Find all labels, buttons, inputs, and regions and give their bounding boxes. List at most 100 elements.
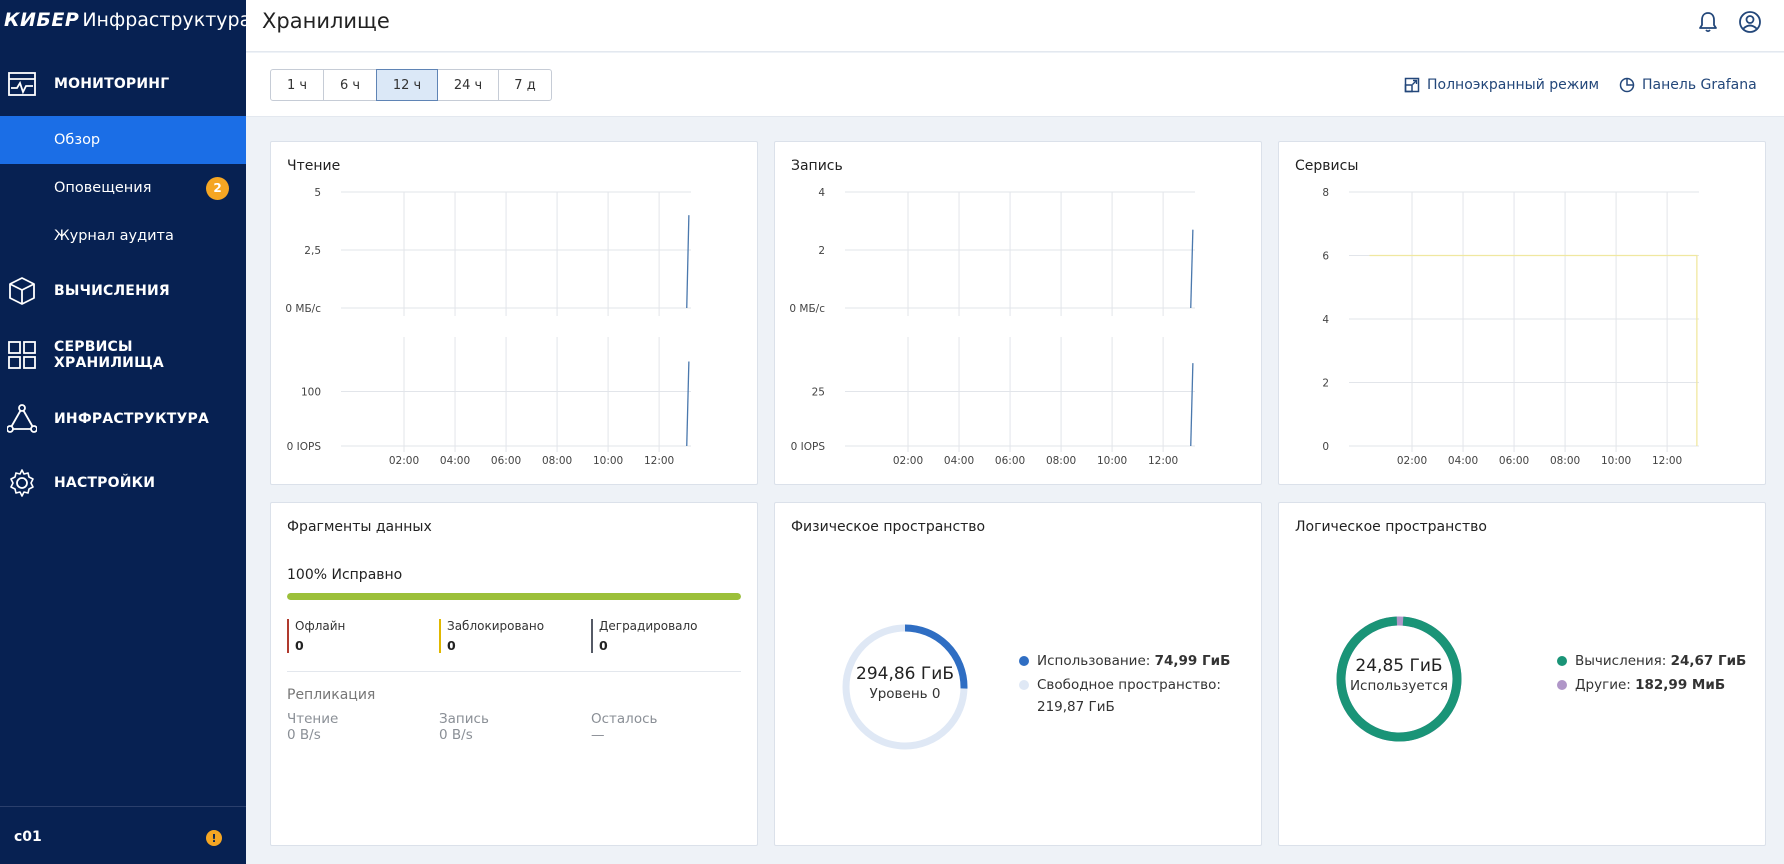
replication-remaining-label: Осталось [591,711,658,727]
nav-compute[interactable]: ВЫЧИСЛЕНИЯ [0,263,246,319]
cluster-name[interactable]: c01 [14,829,42,845]
read-x-tick: 04:00 [440,455,470,467]
stat-degraded: Деградировало 0 [591,619,698,653]
legend-used-value: 74,99 ГиБ [1154,653,1231,669]
legend-other-value: 182,99 МиБ [1635,677,1726,693]
write-top-series-line [1190,229,1194,309]
range-7d-button[interactable]: 7 д [498,69,552,101]
legend-other-label: Другие: [1575,677,1631,693]
sidebar-item-alerts[interactable]: Оповещения 2 [0,164,246,212]
nav-compute-label: ВЫЧИСЛЕНИЯ [54,283,170,299]
read-bottom-y-tick: 0 IOPS [287,441,322,453]
services-x-tick: 12:00 [1652,455,1682,467]
sidebar-item-label: Обзор [54,132,101,148]
sidebar-item-overview[interactable]: Обзор [0,116,246,164]
services-x-tick: 08:00 [1550,455,1580,467]
grafana-link[interactable]: Панель Grafana [1619,75,1757,95]
legend-used-dot [1019,656,1029,666]
physical-tier: Уровень 0 [869,686,941,702]
nav-monitoring[interactable]: МОНИТОРИНГ [0,56,246,112]
services-x-tick: 04:00 [1448,455,1478,467]
read-top-series-line [686,215,690,309]
legend-compute-dot [1557,656,1567,666]
nav-infrastructure[interactable]: ИНФРАСТРУКТУРА [0,391,246,447]
legend-compute-value: 24,67 ГиБ [1670,653,1747,669]
page-title: Хранилище [262,9,390,33]
fragments-card-title: Фрагменты данных [287,519,432,535]
legend-other-dot [1557,680,1567,690]
network-triangle-icon [7,404,37,433]
fragments-health-status: 100% Исправно [287,567,402,583]
nav-settings-label: НАСТРОЙКИ [54,475,156,491]
write-bottom-y-tick: 0 IOPS [791,441,826,453]
nav-storage-services[interactable]: СЕРВИСЫ ХРАНИЛИЩА [0,327,246,383]
range-1h-button[interactable]: 1 ч [270,69,324,101]
fullscreen-link[interactable]: Полноэкранный режим [1404,75,1599,95]
logical-status: Используется [1349,678,1449,694]
sidebar-item-label: Оповещения [54,180,152,196]
replication-write-label: Запись [439,711,489,727]
services-y-tick: 2 [1322,378,1329,390]
fragments-card: Фрагменты данных 100% Исправно Офлайн 0 … [270,502,758,846]
legend-compute: Вычисления: 24,67 ГиБ [1557,649,1757,673]
replication-title: Репликация [287,687,376,703]
donut-compute-arc [1336,616,1462,742]
services-x-tick: 02:00 [1397,455,1427,467]
physical-donut-center: 294,86 ГиБ Уровень 0 [835,664,975,702]
sidebar-item-audit-log[interactable]: Журнал аудита [0,212,246,260]
services-chart: 8 6 4 2 0 02:00 04:00 06:00 08:00 10:00 12:00 [1322,187,1699,467]
physical-legend: Использование: 74,99 ГиБ Свободное прост… [1019,649,1239,719]
read-x-tick: 08:00 [542,455,572,467]
fragments-health-percent: 100% [287,567,328,583]
stat-offline-value: 0 [295,638,304,653]
replication-read-label: Чтение [287,711,339,727]
services-y-tick: 4 [1322,314,1329,326]
write-x-tick: 10:00 [1097,455,1127,467]
read-bottom-y-tick: 100 [301,387,321,399]
nav-settings[interactable]: НАСТРОЙКИ [0,455,246,511]
toolbar: 1 ч 6 ч 12 ч 24 ч 7 д Полноэкранный режи… [246,53,1784,117]
replication-read: Чтение 0 B/s [287,711,338,743]
read-x-tick: 02:00 [389,455,419,467]
write-x-tick: 06:00 [995,455,1025,467]
write-card: Запись 4 2 0 МБ/с 25 0 IOPS 02:00 04:00 06:00 08… [774,141,1262,485]
stat-blocked-value: 0 [447,638,456,653]
bell-icon[interactable] [1696,10,1720,34]
nav-infrastructure-label: ИНФРАСТРУКТУРА [54,411,209,427]
grid-icon [8,341,36,369]
range-6h-button[interactable]: 6 ч [323,69,377,101]
brand-rest: Инфраструктура [82,9,252,31]
cluster-warning-icon[interactable]: ! [206,830,222,846]
replication-write-value: 0 B/s [439,727,473,743]
services-card: Сервисы 8 6 4 2 0 02:00 04:00 06:00 08:00 10:00 12… [1278,141,1766,485]
write-card-title: Запись [791,158,843,174]
stat-offline: Офлайн 0 [287,619,345,653]
read-top-y-tick: 5 [314,187,321,199]
logical-space-title: Логическое пространство [1295,519,1487,535]
brand-logo[interactable]: КИБЕР Инфраструктура [4,9,251,37]
sidebar: КИБЕР Инфраструктура МОНИТОРИНГ Обзор Оп… [0,0,251,864]
nav-monitoring-label: МОНИТОРИНГ [54,76,170,92]
donut-used-arc [842,624,968,750]
services-y-tick: 6 [1322,251,1329,263]
nav-storage-services-label: СЕРВИСЫ ХРАНИЛИЩА [54,339,164,371]
fragments-health-bar-fill [287,593,741,600]
alerts-count-badge: 2 [206,176,229,200]
write-x-tick: 08:00 [1046,455,1076,467]
sidebar-item-label: Журнал аудита [54,228,174,244]
user-icon[interactable] [1738,10,1762,34]
legend-used-label: Использование: [1037,653,1151,669]
legend-used: Использование: 74,99 ГиБ [1019,649,1239,673]
physical-space-card: Физическое пространство 294,86 ГиБ Урове… [774,502,1262,846]
replication-remaining-value: — [591,727,605,743]
fragments-health-label: Исправно [331,567,403,583]
services-y-tick: 8 [1322,187,1329,199]
logical-space-donut [1336,616,1462,742]
fragments-health-bar [287,593,741,600]
range-12h-button[interactable]: 12 ч [376,69,438,101]
range-24h-button[interactable]: 24 ч [437,69,499,101]
services-x-tick: 10:00 [1601,455,1631,467]
write-bottom-series-line [1190,363,1194,447]
services-y-tick: 0 [1322,441,1329,453]
stat-offline-label: Офлайн [295,619,346,633]
